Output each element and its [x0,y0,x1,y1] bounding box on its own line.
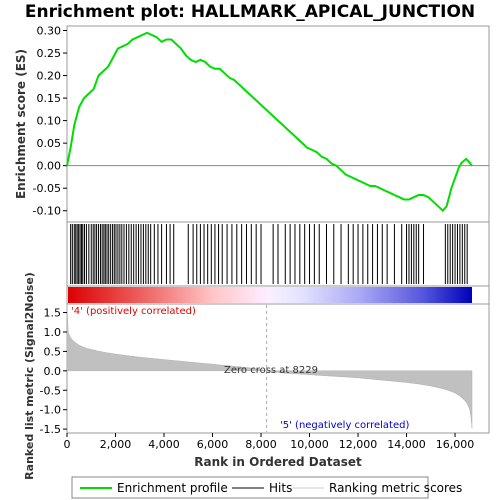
hits-panel [66,221,490,287]
rank-metric-y-tick-label: -1.0 [40,404,61,417]
rank-metric-y-tick-label: 1.0 [44,326,62,339]
negative-correlation-label: '5' (negatively correlated) [280,420,409,431]
positive-correlation-label: '4' (positively correlated) [71,306,196,317]
x-tick-label: 10,000 [290,438,329,451]
x-tick-label: 2,000 [100,438,132,451]
zero-cross-label: Zero cross at 8229 [224,365,318,376]
heat-bar-gradient [68,287,472,303]
rank-metric-y-tick-label: 0.0 [44,365,62,378]
legend-hits-label: Hits [269,481,292,495]
es-y-tick-label: 0.20 [37,70,62,83]
ranked-heat-bar [66,285,490,305]
legend-enrichment-label: Enrichment profile [117,481,228,495]
es-y-tick-label: 0.30 [37,25,62,38]
legend: Enrichment profile Hits Ranking metric s… [71,476,462,499]
rank-metric-panel: -1.5 -1.0 -0.5 0.0 0.5 1.0 1.5 '4' (positively… [23,272,490,480]
es-y-tick-label: 0.05 [37,137,62,150]
x-axis: 0 2,000 4,000 6,000 8,000 10,000 12,000 14,000 1… [64,433,475,451]
hit-lines [70,224,468,284]
x-tick-label: 8,000 [245,438,277,451]
es-y-tick-label: -0.10 [33,205,61,218]
x-tick-label: 16,000 [436,438,475,451]
rank-metric-y-axis: -1.5 -1.0 -0.5 0.0 0.5 1.0 1.5 [40,307,67,436]
legend-ranking-label: Ranking metric scores [329,481,462,495]
rank-metric-y-tick-label: 0.5 [44,345,62,358]
x-tick-label: 0 [64,438,71,451]
es-y-tick-label: 0.10 [37,115,62,128]
rank-metric-y-tick-label: 1.5 [44,307,62,320]
es-y-axis: -0.10 -0.05 0.00 0.05 0.10 0.15 0.20 0.25 0.30 [33,25,67,218]
chart-title: Enrichment plot: HALLMARK_APICAL_JUNCTIO… [25,2,475,22]
x-tick-label: 12,000 [339,438,378,451]
x-tick-label: 6,000 [197,438,229,451]
es-panel-frame [66,25,490,223]
es-y-tick-label: 0.00 [37,160,62,173]
rank-metric-y-tick-label: -1.5 [40,423,61,436]
es-y-tick-label: -0.05 [33,182,61,195]
rank-metric-y-tick-label: -0.5 [40,384,61,397]
rank-metric-y-label: Ranked list metric (Signal2Noise) [23,272,36,480]
enrichment-profile-line [66,31,473,213]
es-y-tick-label: 0.15 [37,92,62,105]
x-tick-label: 14,000 [387,438,426,451]
ranking-metric-area [66,304,473,429]
x-tick-label: 4,000 [148,438,180,451]
es-y-tick-label: 0.25 [37,47,62,60]
x-axis-label: Rank in Ordered Dataset [194,455,362,469]
es-y-label: Enrichment score (ES) [14,49,28,199]
es-panel: -0.10 -0.05 0.00 0.05 0.10 0.15 0.20 0.25 0.30 E… [14,25,490,223]
